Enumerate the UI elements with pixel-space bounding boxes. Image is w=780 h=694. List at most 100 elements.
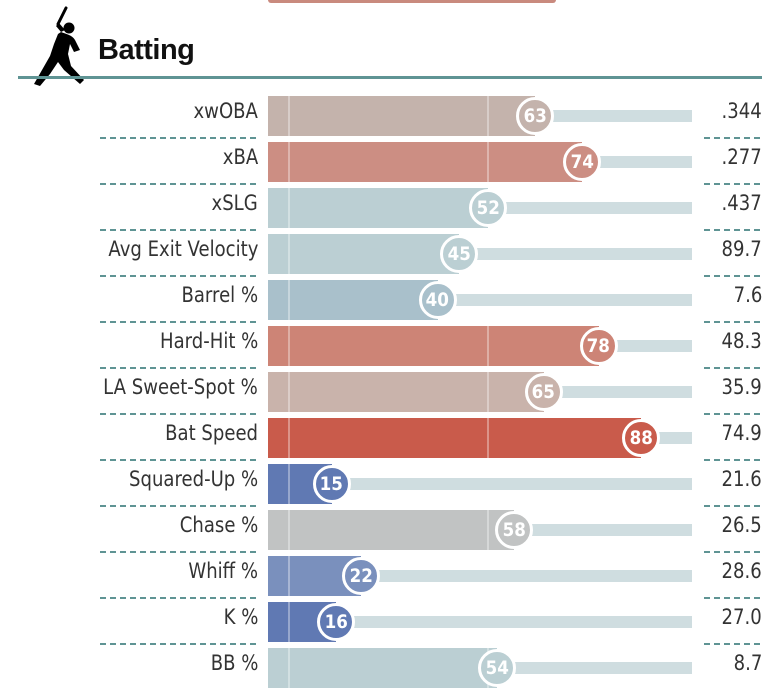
row-divider: [704, 183, 760, 185]
percentile-label: 88: [629, 427, 653, 449]
row-divider: [100, 643, 256, 645]
gridline: [288, 326, 291, 366]
row-divider: [704, 505, 760, 507]
gridline: [288, 188, 291, 228]
stat-value: 7.6: [733, 283, 762, 307]
row-divider: [704, 597, 760, 599]
metric-label: xwOBA: [193, 99, 258, 123]
gridline: [288, 234, 291, 274]
row-divider: [100, 275, 256, 277]
metric-label: xBA: [222, 145, 258, 169]
percentile-label: 54: [485, 657, 509, 679]
metric-row: xwOBA 63 .344: [0, 93, 780, 139]
gridline: [487, 96, 490, 136]
gridline: [288, 556, 291, 596]
row-divider: [704, 229, 760, 231]
percentile-bubble: 22: [342, 557, 381, 595]
gridline: [487, 418, 490, 458]
stat-value: 89.7: [721, 237, 762, 261]
row-divider: [100, 505, 256, 507]
gridline: [288, 648, 291, 688]
row-divider: [704, 321, 760, 323]
percentile-bubble: 63: [516, 97, 555, 135]
row-divider: [100, 551, 256, 553]
gridline: [288, 464, 291, 504]
gridline: [487, 142, 490, 182]
percentile-bubble: 40: [418, 281, 457, 319]
row-divider: [100, 597, 256, 599]
metric-row: K % 16 27.0: [0, 597, 780, 645]
percentile-bar: [268, 418, 642, 458]
metric-row: Barrel % 40 7.6: [0, 275, 780, 323]
metric-label: BB %: [210, 651, 258, 675]
percentile-bar: [268, 96, 536, 136]
percentile-bubble: 54: [477, 649, 516, 687]
metric-label: xSLG: [211, 191, 258, 215]
previous-section-bar: [268, 0, 556, 3]
row-divider: [704, 367, 760, 369]
percentile-bubble: 74: [562, 143, 601, 181]
gridline: [288, 142, 291, 182]
gridline: [288, 418, 291, 458]
stat-value: 74.9: [721, 421, 762, 445]
metric-label: Avg Exit Velocity: [108, 237, 258, 261]
stat-value: 8.7: [733, 651, 762, 675]
stat-value: 26.5: [721, 513, 762, 537]
gridline: [487, 326, 490, 366]
metric-row: Chase % 58 26.5: [0, 505, 780, 553]
section-header: Batting: [0, 0, 780, 86]
percentile-bubble: 78: [579, 327, 618, 365]
metric-row: Squared-Up % 15 21.6: [0, 459, 780, 507]
percentile-bar: [268, 326, 599, 366]
row-divider: [100, 367, 256, 369]
metric-label: Hard-Hit %: [159, 329, 258, 353]
metric-label: Whiff %: [188, 559, 258, 583]
stat-value: .277: [721, 145, 762, 169]
stat-value: .437: [721, 191, 762, 215]
percentile-bubble: 58: [494, 511, 533, 549]
stat-value: 21.6: [721, 467, 762, 491]
percentile-bar: [268, 280, 438, 320]
gridline: [288, 280, 291, 320]
row-divider: [704, 413, 760, 415]
metric-row: BB % 54 8.7: [0, 643, 780, 691]
percentile-label: 74: [570, 151, 594, 173]
row-divider: [100, 321, 256, 323]
gridline: [487, 372, 490, 412]
stat-value: 35.9: [721, 375, 762, 399]
metric-row: Whiff % 22 28.6: [0, 551, 780, 599]
percentile-label: 63: [523, 105, 547, 127]
row-divider: [100, 183, 256, 185]
metric-label: K %: [223, 605, 258, 629]
metric-label: LA Sweet-Spot %: [103, 375, 258, 399]
percentile-label: 52: [476, 197, 501, 219]
percentile-label: 58: [502, 519, 526, 541]
percentile-label: 65: [531, 381, 556, 403]
gridline: [288, 510, 291, 550]
percentile-bubble: 45: [439, 235, 478, 273]
metric-row: Bat Speed 88 74.9: [0, 413, 780, 461]
row-divider: [100, 459, 256, 461]
stat-value: 28.6: [721, 559, 762, 583]
metric-row: Avg Exit Velocity 45 89.7: [0, 229, 780, 277]
percentile-bar: [268, 510, 514, 550]
row-divider: [704, 137, 760, 139]
gridline: [288, 602, 291, 642]
bar-track: [268, 478, 692, 490]
percentile-bar: [268, 648, 497, 688]
gridline: [288, 372, 291, 412]
gridline: [487, 510, 490, 550]
stat-value: 27.0: [721, 605, 762, 629]
metric-label: Chase %: [179, 513, 258, 537]
bar-track: [268, 616, 692, 628]
gridline: [288, 96, 291, 136]
row-divider: [704, 551, 760, 553]
percentile-label: 45: [447, 243, 471, 265]
row-divider: [704, 275, 760, 277]
percentile-label: 78: [587, 335, 611, 357]
stat-value: .344: [721, 99, 762, 123]
section-title: Batting: [98, 34, 195, 66]
metric-row: Hard-Hit % 78 48.3: [0, 321, 780, 369]
percentile-bubble: 65: [524, 373, 563, 411]
stat-value: 48.3: [721, 329, 762, 353]
